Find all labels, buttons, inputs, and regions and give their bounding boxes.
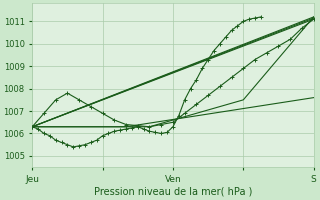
X-axis label: Pression niveau de la mer( hPa ): Pression niveau de la mer( hPa ) <box>94 187 252 197</box>
